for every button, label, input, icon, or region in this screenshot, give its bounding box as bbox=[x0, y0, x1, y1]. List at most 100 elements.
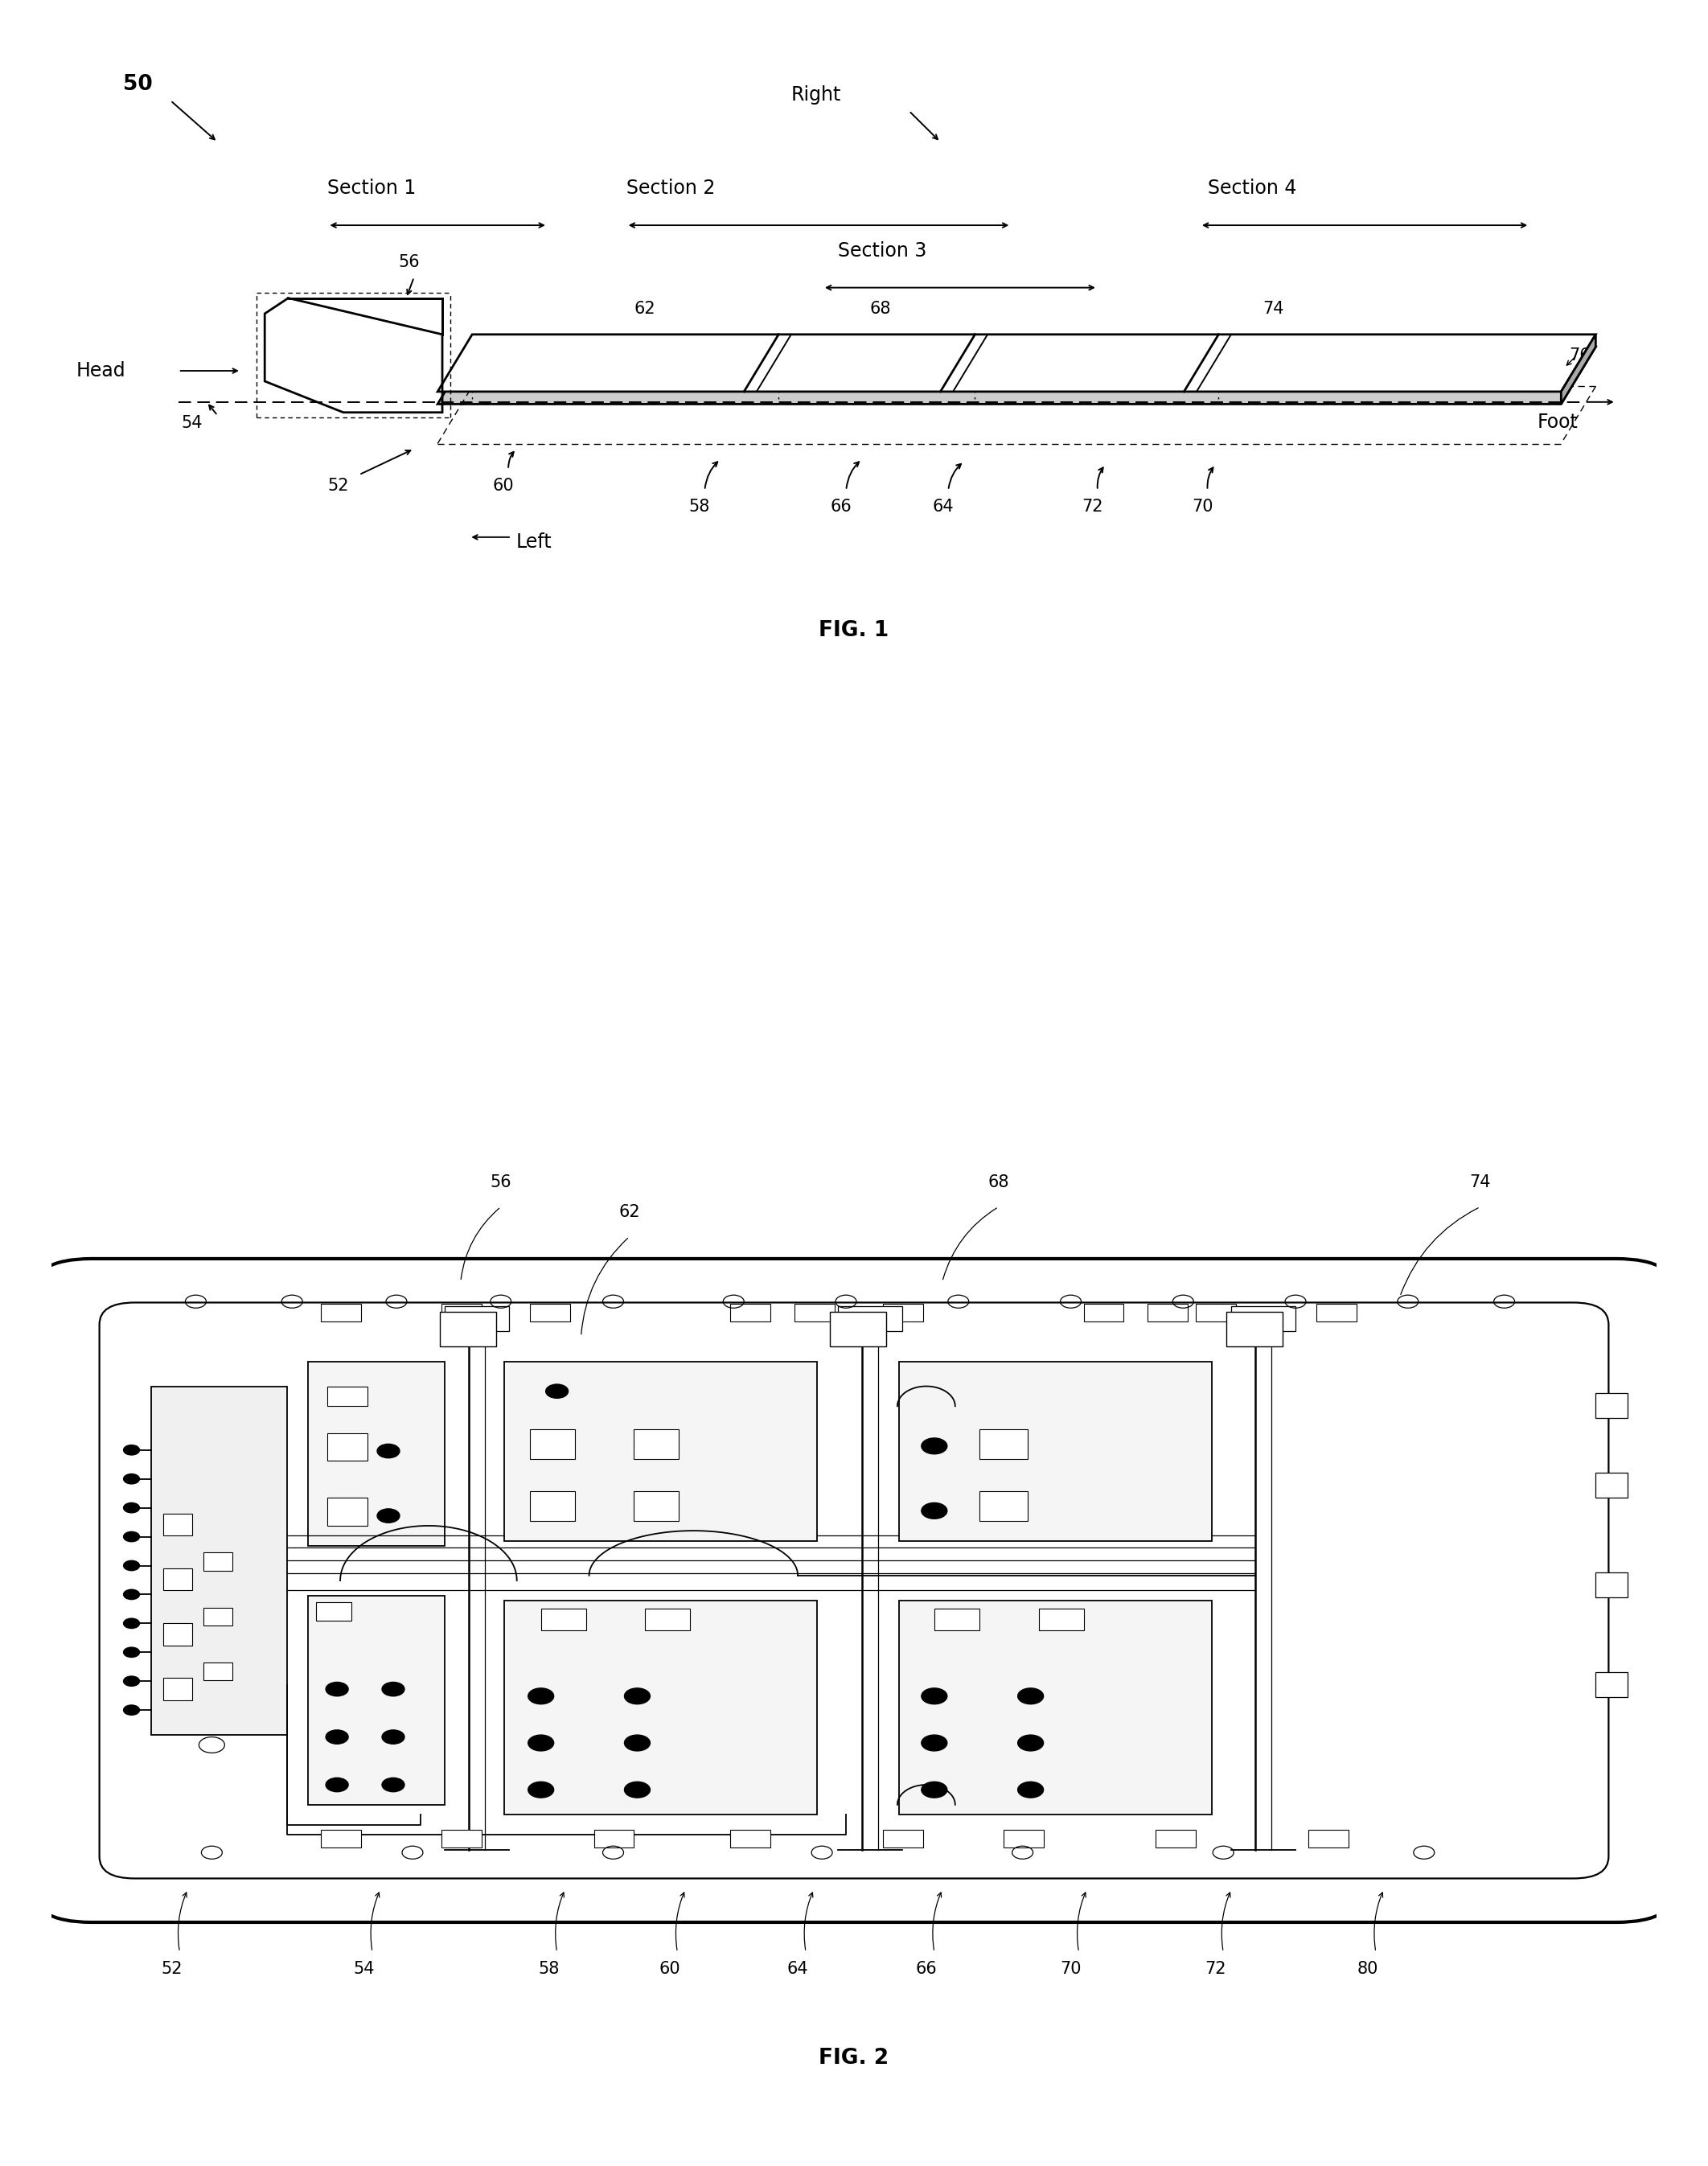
Bar bbox=[1003, 1830, 1044, 1848]
Circle shape bbox=[1018, 1687, 1044, 1705]
Text: Foot: Foot bbox=[1537, 414, 1578, 431]
Circle shape bbox=[123, 1560, 140, 1570]
Text: 72: 72 bbox=[1081, 498, 1103, 513]
Circle shape bbox=[625, 1783, 651, 1798]
Text: 76: 76 bbox=[1570, 347, 1590, 364]
Circle shape bbox=[1018, 1783, 1044, 1798]
Bar bbox=[441, 1830, 482, 1848]
Bar bbox=[203, 1553, 232, 1570]
Text: 60: 60 bbox=[492, 477, 514, 494]
Bar bbox=[1148, 1304, 1189, 1321]
Bar bbox=[164, 1568, 193, 1590]
Text: 62: 62 bbox=[634, 301, 656, 316]
Circle shape bbox=[383, 1778, 405, 1791]
Circle shape bbox=[547, 1384, 569, 1399]
Text: 56: 56 bbox=[398, 253, 420, 271]
FancyBboxPatch shape bbox=[99, 1302, 1609, 1878]
Circle shape bbox=[326, 1731, 348, 1744]
Circle shape bbox=[528, 1735, 553, 1750]
Circle shape bbox=[921, 1687, 948, 1705]
Bar bbox=[321, 1830, 360, 1848]
Bar bbox=[328, 1386, 367, 1406]
Text: 68: 68 bbox=[987, 1174, 1009, 1189]
Circle shape bbox=[921, 1438, 948, 1453]
Bar bbox=[1595, 1573, 1628, 1599]
Text: 54: 54 bbox=[181, 416, 203, 431]
Bar bbox=[979, 1430, 1028, 1460]
Circle shape bbox=[921, 1783, 948, 1798]
Bar bbox=[504, 1360, 816, 1540]
Circle shape bbox=[123, 1503, 140, 1512]
Text: Section 3: Section 3 bbox=[839, 240, 927, 260]
Text: Section 2: Section 2 bbox=[627, 180, 716, 197]
Bar bbox=[529, 1490, 574, 1521]
Circle shape bbox=[1018, 1735, 1044, 1750]
Circle shape bbox=[383, 1683, 405, 1696]
Circle shape bbox=[528, 1687, 553, 1705]
Circle shape bbox=[377, 1510, 400, 1523]
Text: 74: 74 bbox=[1469, 1174, 1491, 1189]
Bar bbox=[529, 1304, 570, 1321]
Text: FIG. 2: FIG. 2 bbox=[818, 2047, 890, 2069]
Circle shape bbox=[123, 1705, 140, 1715]
Bar bbox=[898, 1360, 1213, 1540]
Bar bbox=[634, 1490, 680, 1521]
Bar bbox=[328, 1434, 367, 1460]
Bar bbox=[1595, 1672, 1628, 1698]
Bar bbox=[1038, 1609, 1083, 1631]
Bar bbox=[1317, 1304, 1356, 1321]
Text: 58: 58 bbox=[688, 498, 711, 513]
Circle shape bbox=[123, 1473, 140, 1484]
Text: 80: 80 bbox=[1358, 1960, 1378, 1978]
Bar bbox=[203, 1661, 232, 1681]
Bar bbox=[307, 1596, 444, 1804]
Text: Section 4: Section 4 bbox=[1208, 180, 1296, 197]
Bar bbox=[898, 1601, 1213, 1815]
Text: 74: 74 bbox=[1262, 301, 1284, 316]
Circle shape bbox=[123, 1648, 140, 1657]
Circle shape bbox=[528, 1783, 553, 1798]
Polygon shape bbox=[437, 347, 1595, 405]
Bar bbox=[839, 1306, 902, 1332]
Bar bbox=[164, 1514, 193, 1536]
Text: 52: 52 bbox=[328, 477, 348, 494]
Bar bbox=[1595, 1473, 1628, 1499]
Bar bbox=[321, 1304, 360, 1321]
Bar bbox=[150, 1386, 287, 1735]
Circle shape bbox=[123, 1676, 140, 1685]
Bar bbox=[439, 1310, 495, 1347]
Circle shape bbox=[326, 1683, 348, 1696]
Bar bbox=[830, 1310, 886, 1347]
Circle shape bbox=[625, 1687, 651, 1705]
Text: 58: 58 bbox=[538, 1960, 560, 1978]
Circle shape bbox=[921, 1503, 948, 1518]
Text: 64: 64 bbox=[787, 1960, 808, 1978]
Text: 66: 66 bbox=[915, 1960, 938, 1978]
Bar bbox=[1226, 1310, 1283, 1347]
FancyBboxPatch shape bbox=[31, 1258, 1677, 1921]
Circle shape bbox=[383, 1731, 405, 1744]
Bar bbox=[1196, 1304, 1237, 1321]
Bar bbox=[731, 1830, 770, 1848]
Bar bbox=[934, 1609, 979, 1631]
Polygon shape bbox=[1561, 334, 1595, 405]
Text: 64: 64 bbox=[933, 498, 955, 513]
Bar bbox=[979, 1490, 1028, 1521]
Bar bbox=[529, 1430, 574, 1460]
Text: 70: 70 bbox=[1061, 1960, 1081, 1978]
Bar bbox=[1595, 1393, 1628, 1419]
Bar bbox=[794, 1304, 835, 1321]
Bar bbox=[1231, 1306, 1295, 1332]
Circle shape bbox=[625, 1735, 651, 1750]
Text: 50: 50 bbox=[123, 74, 154, 95]
Text: 70: 70 bbox=[1192, 498, 1213, 513]
Bar bbox=[164, 1622, 193, 1646]
Bar bbox=[883, 1304, 922, 1321]
Circle shape bbox=[123, 1445, 140, 1456]
Text: 54: 54 bbox=[354, 1960, 376, 1978]
Bar bbox=[203, 1607, 232, 1624]
Text: 62: 62 bbox=[618, 1204, 640, 1219]
Text: 66: 66 bbox=[830, 498, 852, 513]
Text: Left: Left bbox=[516, 533, 552, 552]
Text: 72: 72 bbox=[1204, 1960, 1226, 1978]
